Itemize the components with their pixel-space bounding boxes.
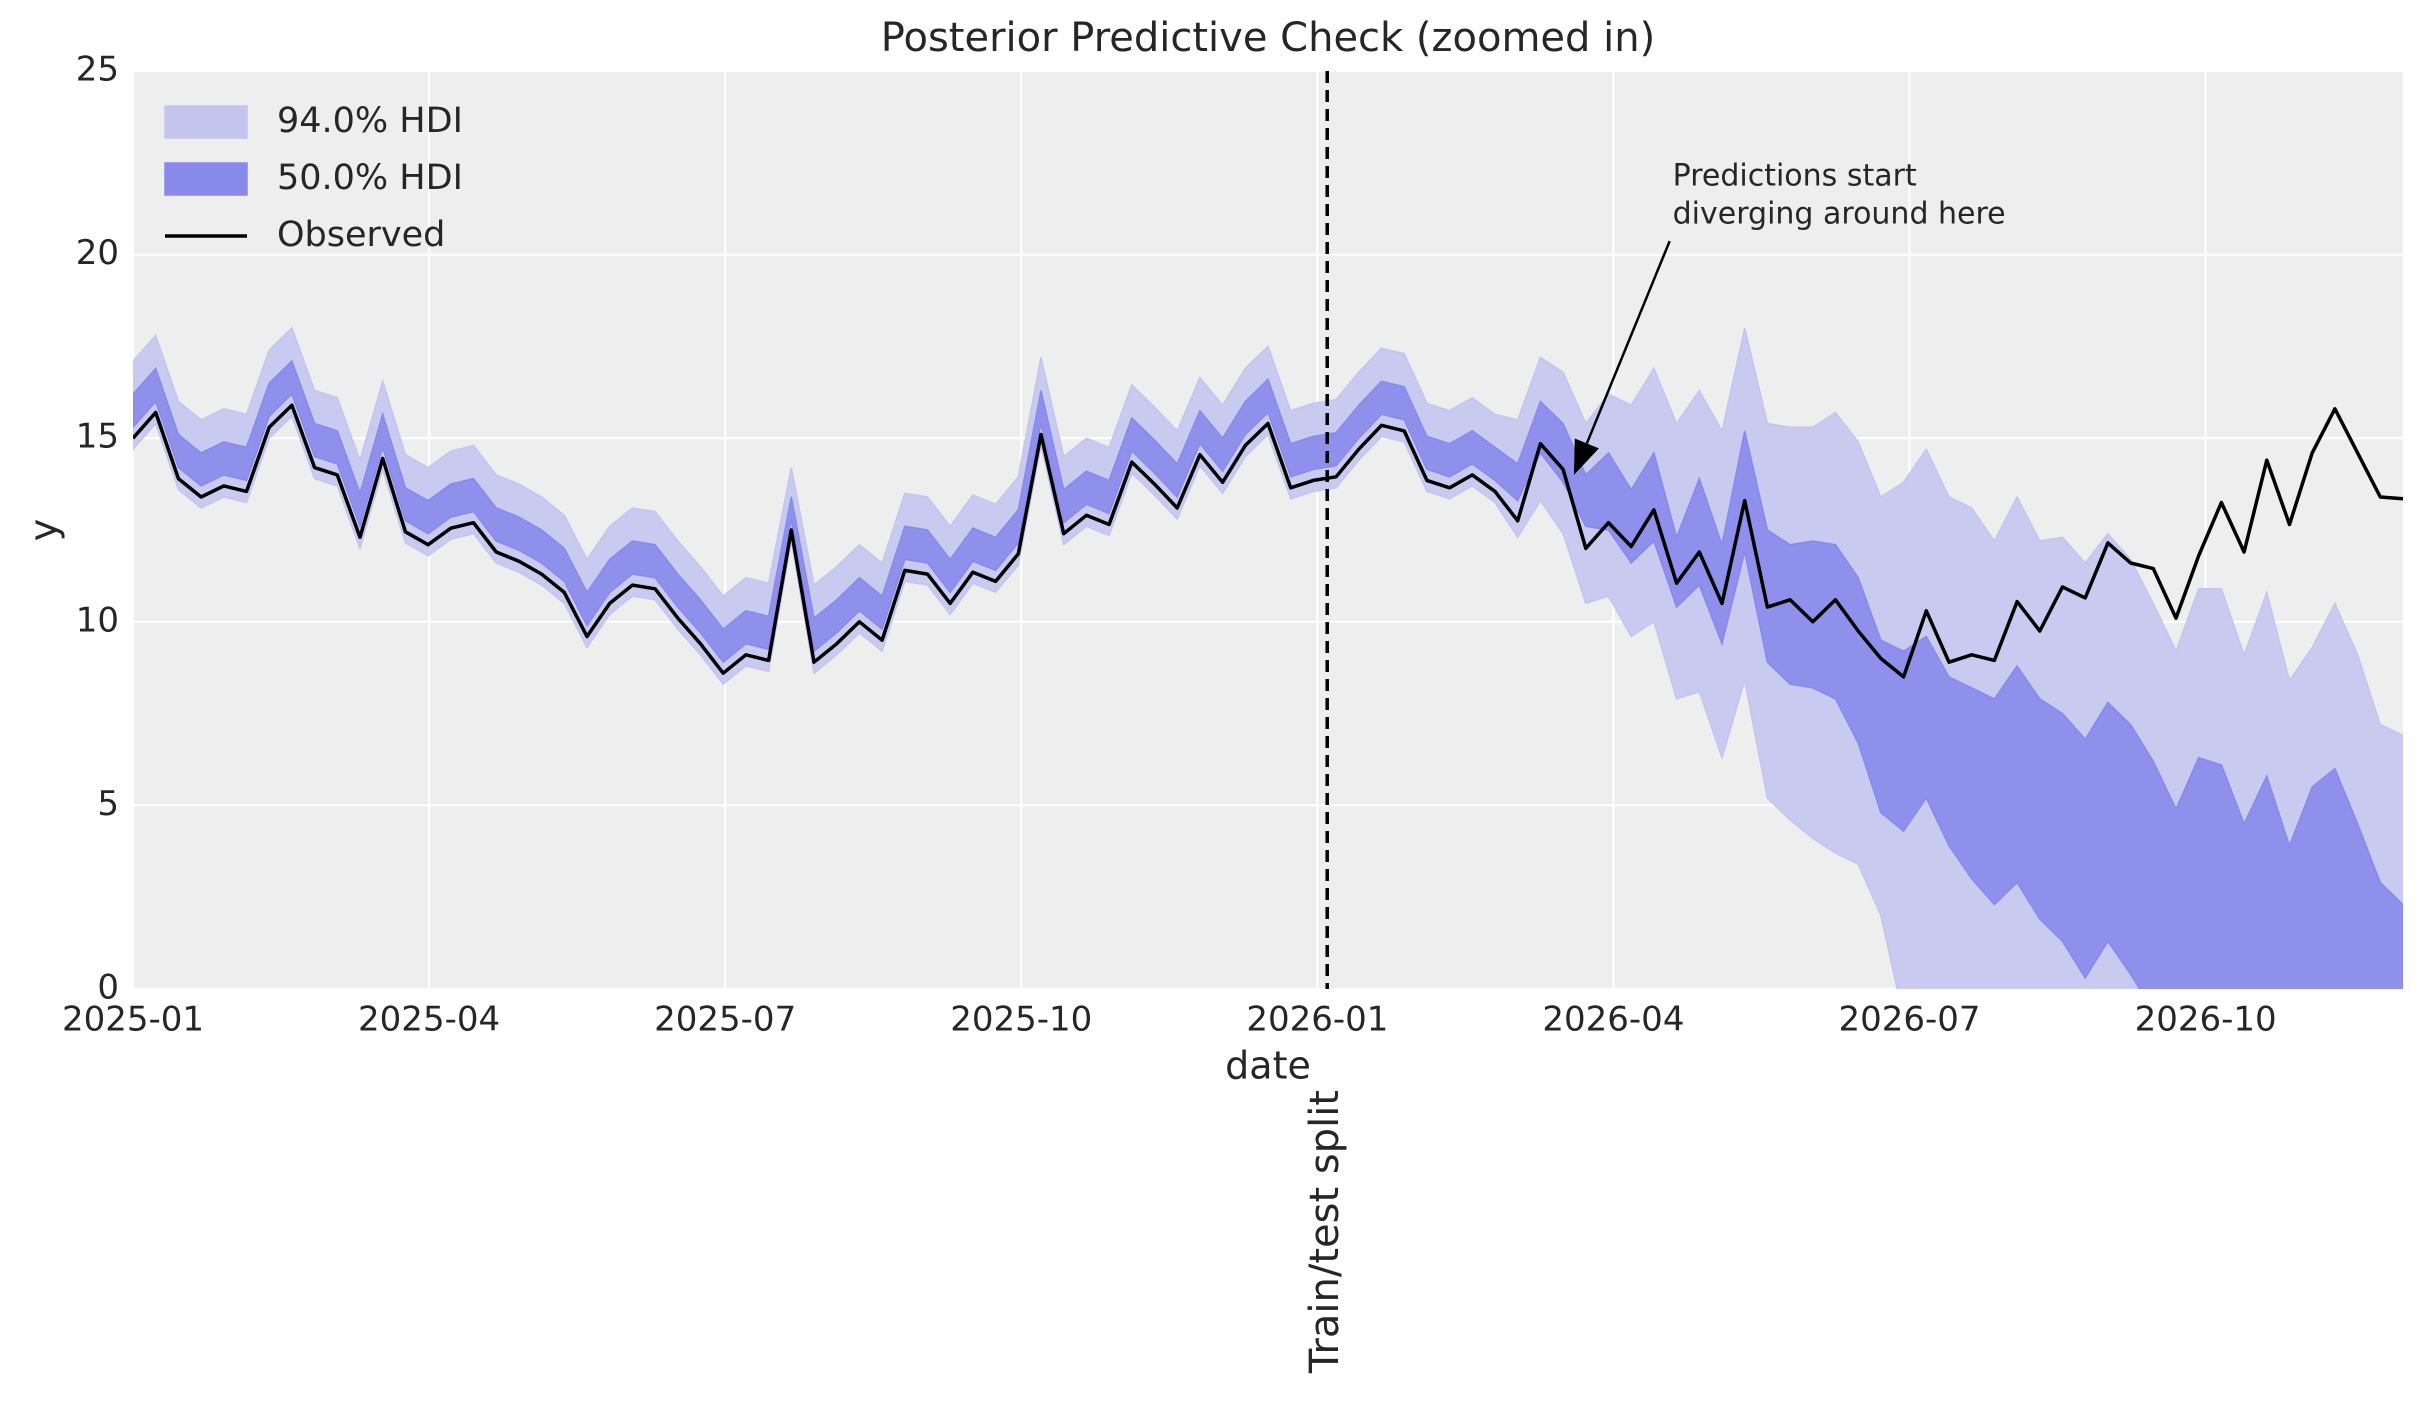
- x-tick-label: 2026-07: [1838, 1000, 1980, 1040]
- split-label: Train/test split: [1302, 1090, 1348, 1374]
- x-tick-label: 2025-10: [950, 1000, 1092, 1040]
- x-tick-label: 2025-07: [654, 1000, 796, 1040]
- legend-swatch: [164, 162, 248, 196]
- x-tick-label: 2026-01: [1246, 1000, 1388, 1040]
- x-tick-label: 2026-10: [2135, 1000, 2277, 1040]
- overlay: Train/test split Predictions startdivergi…: [164, 71, 2006, 1374]
- y-axis-label: y: [22, 519, 66, 542]
- y-tick-label: 25: [76, 50, 119, 90]
- x-tick-label: 2025-01: [62, 1000, 204, 1040]
- legend-label: 50.0% HDI: [277, 158, 463, 198]
- x-axis-label: date: [1225, 1044, 1311, 1088]
- legend-label: Observed: [277, 215, 445, 255]
- chart-title: Posterior Predictive Check (zoomed in): [881, 15, 1655, 61]
- y-tick-label: 10: [76, 600, 119, 640]
- hdi-band: [133, 359, 2403, 989]
- annotation-arrow: [1585, 240, 1671, 444]
- annotation-text: diverging around here: [1673, 197, 2006, 232]
- annotation-text: Predictions start: [1673, 159, 1917, 194]
- y-tick-label: 20: [76, 233, 119, 273]
- annotation-arrowhead: [1573, 438, 1599, 475]
- legend-label: 94.0% HDI: [277, 101, 463, 141]
- observed-line: [133, 403, 2403, 679]
- plot-area: [133, 326, 2403, 989]
- hdi-band: [133, 326, 2403, 989]
- y-tick-label: 0: [97, 968, 119, 1008]
- y-tick-label: 5: [97, 784, 119, 824]
- x-tick-label: 2025-04: [358, 1000, 500, 1040]
- x-tick-label: 2026-04: [1542, 1000, 1684, 1040]
- legend-swatch: [164, 105, 248, 139]
- y-tick-label: 15: [76, 417, 119, 457]
